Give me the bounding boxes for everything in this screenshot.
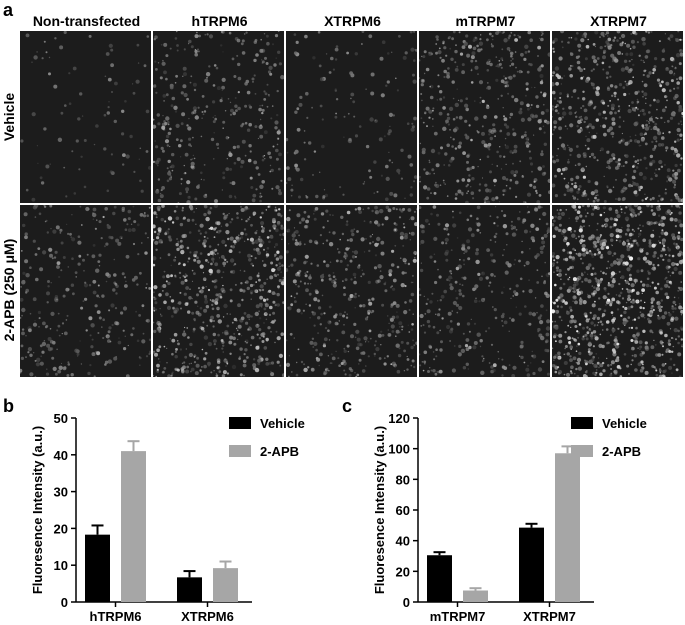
panel-c-label: c [342, 396, 353, 416]
legend-label: 2-APB [260, 444, 299, 459]
micrograph-tile [153, 205, 284, 377]
column-header-xtrpm7: XTRPM7 [590, 13, 647, 29]
micrograph-tile [552, 31, 683, 203]
bar-2-apb-htrpm6 [121, 451, 146, 602]
bar-vehicle-xtrpm7 [519, 527, 544, 602]
y-axis-label: Fluoresence Intensity (a.u.) [372, 426, 387, 594]
legend-label: Vehicle [260, 416, 305, 431]
bar-chart-trpm7: Fluoresence Intensity (a.u.) 0 20 40 60 80 100… [372, 411, 647, 624]
y-tick-label: 0 [403, 595, 410, 610]
column-header-htrpm6: hTRPM6 [191, 13, 248, 29]
y-tick-label: 100 [388, 442, 410, 457]
legend-swatch [571, 445, 593, 457]
bar-2-apb-mtrpm7 [463, 590, 488, 602]
y-axis-label: Fluoresence Intensity (a.u.) [30, 426, 45, 594]
micrograph-tile [419, 31, 550, 203]
y-tick-label: 120 [388, 411, 410, 426]
bar-vehicle-htrpm6 [85, 534, 110, 602]
column-header-mtrpm7: mTRPM7 [455, 13, 516, 29]
legend-label: Vehicle [602, 416, 647, 431]
bar-vehicle-mtrpm7 [427, 555, 452, 602]
y-tick-label: 50 [54, 411, 68, 426]
micrograph-tile [286, 205, 417, 377]
panel-a-label: a [3, 0, 14, 20]
y-tick-label: 20 [396, 564, 410, 579]
micrograph-tile [20, 205, 151, 377]
x-category-label: mTRPM7 [430, 609, 486, 624]
x-category-label: XTRPM7 [523, 609, 576, 624]
micrograph-tile [419, 205, 550, 377]
y-tick-label: 60 [396, 503, 410, 518]
column-header-xtrpm6: XTRPM6 [324, 13, 381, 29]
bar-2-apb-xtrpm6 [213, 568, 238, 602]
bar-2-apb-xtrpm7 [555, 453, 580, 602]
row-label-vehicle: Vehicle [1, 92, 17, 142]
bar-vehicle-xtrpm6 [177, 577, 202, 602]
y-tick-label: 30 [54, 485, 68, 500]
x-category-label: XTRPM6 [181, 609, 234, 624]
legend-label: 2-APB [602, 444, 641, 459]
y-tick-label: 0 [61, 595, 68, 610]
y-tick-label: 10 [54, 558, 68, 573]
micrograph-tile [20, 31, 151, 203]
y-tick-label: 40 [54, 448, 68, 463]
micrograph-tile [286, 31, 417, 203]
micrograph-tile [153, 31, 284, 203]
column-header-non-transfected: Non-transfected [32, 13, 141, 29]
bar-chart-trpm6: Fluoresence Intensity (a.u.) 0 10 20 30 40 50 h… [30, 411, 305, 624]
micrograph-tile [552, 205, 683, 377]
y-tick-label: 20 [54, 521, 68, 536]
row-label-2apb: 2-APB (250 μM) [1, 238, 17, 342]
y-tick-label: 40 [396, 534, 410, 549]
panel-b-label: b [3, 396, 14, 416]
legend-swatch [571, 417, 593, 429]
legend-swatch [229, 445, 251, 457]
y-tick-label: 80 [396, 472, 410, 487]
legend-swatch [229, 417, 251, 429]
x-category-label: hTRPM6 [90, 609, 142, 624]
